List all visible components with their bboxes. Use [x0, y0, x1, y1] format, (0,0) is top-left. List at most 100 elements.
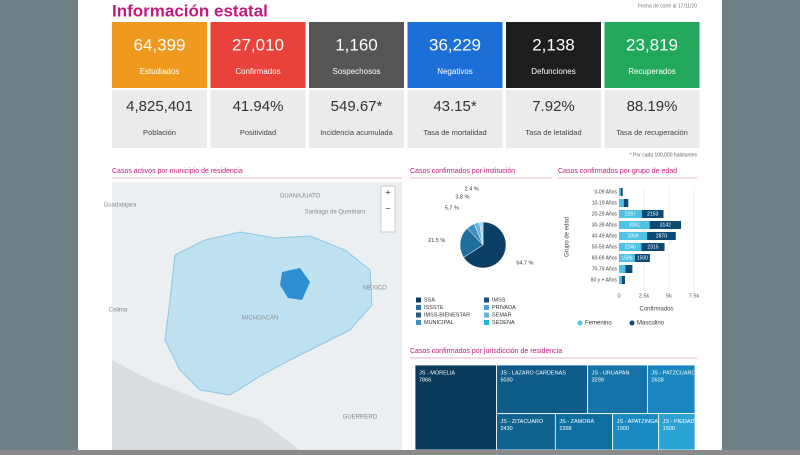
bar	[621, 276, 625, 284]
map-ocean	[112, 360, 300, 450]
legend-swatch	[416, 305, 421, 310]
treemap-cell	[554, 413, 614, 451]
bar	[619, 254, 635, 262]
stat-label: Tasa de mortalidad	[423, 128, 486, 137]
bar-label: 3142	[660, 222, 671, 228]
section-title: Casos confirmados por institución	[410, 168, 515, 175]
stat-card	[309, 90, 404, 148]
card-value: 27,010	[232, 35, 284, 54]
bar	[634, 254, 650, 262]
y-axis-title: Grupo de edad	[565, 217, 571, 257]
card	[309, 22, 404, 88]
treemap-value: 1500	[663, 426, 675, 432]
pie-label: 5.7 %	[445, 206, 459, 212]
treemap-value: 7866	[419, 377, 431, 383]
legend-label: PRIVADA	[492, 305, 516, 311]
treemap-name: JS - MORELIA	[419, 370, 455, 376]
zoom-out[interactable]: −	[385, 203, 390, 213]
bar-label: 2297	[625, 211, 636, 217]
legend-swatch	[484, 297, 489, 303]
stat-value: 549.67*	[331, 98, 383, 115]
pie-label: 21.5 %	[428, 238, 445, 244]
card-label: Estudiados	[140, 67, 180, 76]
legend-swatch	[416, 320, 421, 325]
map-label: GUERRERO	[343, 415, 378, 421]
pie-slice	[479, 221, 484, 246]
y-tick-label: 70-79 Años	[592, 266, 618, 272]
bar-label: 1586	[621, 255, 632, 261]
x-tick-label: 7.5k	[689, 293, 700, 299]
bar	[620, 188, 623, 196]
bar	[619, 199, 624, 207]
state-michoacan	[164, 231, 373, 396]
treemap-name: JS - LAZARO CARDENAS	[501, 370, 567, 376]
legend-label: SEMAR	[492, 312, 512, 318]
y-tick-label: 40-49 Años	[592, 233, 618, 239]
blur-left	[0, 0, 78, 450]
bar-label: 2809	[627, 233, 638, 239]
card-label: Sospechosos	[332, 67, 380, 76]
bar	[619, 265, 626, 273]
bar	[641, 243, 665, 251]
stat-value: 7.92%	[532, 98, 575, 115]
stat-label: Incidencia acumulada	[320, 128, 393, 137]
legend-swatch	[416, 312, 421, 318]
x-axis-title: Confirmados	[639, 307, 673, 313]
legend-label: SSA	[424, 297, 435, 303]
stat-card	[506, 90, 601, 148]
map-label: MICHOACÁN	[242, 315, 279, 322]
legend-swatch	[629, 320, 635, 326]
legend-swatch	[484, 312, 489, 318]
card	[604, 22, 700, 88]
bar	[647, 232, 676, 240]
bar-label: 3061	[629, 222, 640, 228]
pie-label: 2.4 %	[465, 187, 479, 193]
treemap-name: JS - ZITACUARO	[501, 419, 544, 425]
stat-value: 41.94%	[233, 98, 284, 115]
y-tick-label: 10-19 Años	[592, 200, 618, 206]
zoom-control[interactable]	[380, 185, 396, 233]
treemap-cell	[646, 364, 696, 415]
treemap-value: 5030	[501, 377, 513, 383]
legend-label: SEDENA	[492, 320, 515, 326]
bar-label: 1500	[637, 255, 648, 261]
stat-value: 4,825,401	[126, 98, 193, 115]
pie-label: 3.8 %	[455, 194, 469, 200]
bar	[619, 188, 621, 196]
bar	[625, 265, 633, 273]
stat-card	[407, 90, 503, 148]
stat-label: Tasa de recuperación	[616, 128, 688, 137]
y-tick-label: 80 y + Años	[591, 277, 618, 283]
legend-label: Femenino	[585, 321, 612, 327]
bar-label: 2315	[647, 244, 658, 250]
treemap-cell	[496, 364, 589, 415]
stat-label: Población	[143, 128, 176, 137]
card	[506, 22, 601, 88]
stat-label: Tasa de letalidad	[525, 128, 581, 137]
treemap-name: JS - APATZINGAN	[617, 419, 662, 425]
municipality-morelia	[280, 268, 310, 300]
map-label: Colima	[109, 308, 128, 314]
map-label: Santiago de Querétaro	[305, 210, 366, 216]
x-tick-label: 2.5k	[639, 293, 650, 299]
stat-value: 43.15*	[433, 98, 477, 115]
zoom-in[interactable]: +	[385, 187, 390, 197]
treemap-cell	[414, 364, 497, 451]
card-label: Defunciones	[531, 67, 575, 76]
x-tick-label: 0	[617, 293, 620, 299]
treemap-cell	[658, 413, 696, 451]
map-label: MÉXICO	[363, 285, 387, 292]
bar	[649, 221, 682, 229]
treemap-value: 2368	[559, 426, 571, 432]
stat-card	[112, 90, 207, 148]
legend-swatch	[416, 297, 421, 303]
treemap-name: JS - URUAPAN	[592, 370, 630, 376]
section-title: Casos confirmados por grupo de edad	[558, 168, 677, 175]
bar	[623, 199, 629, 207]
card-value: 36,229	[429, 35, 481, 54]
legend-swatch	[577, 320, 583, 326]
bar-label: 2240	[625, 244, 636, 250]
legend-label: IMSS-BIENESTAR	[424, 312, 470, 318]
card	[210, 22, 306, 88]
legend-swatch	[484, 320, 489, 325]
